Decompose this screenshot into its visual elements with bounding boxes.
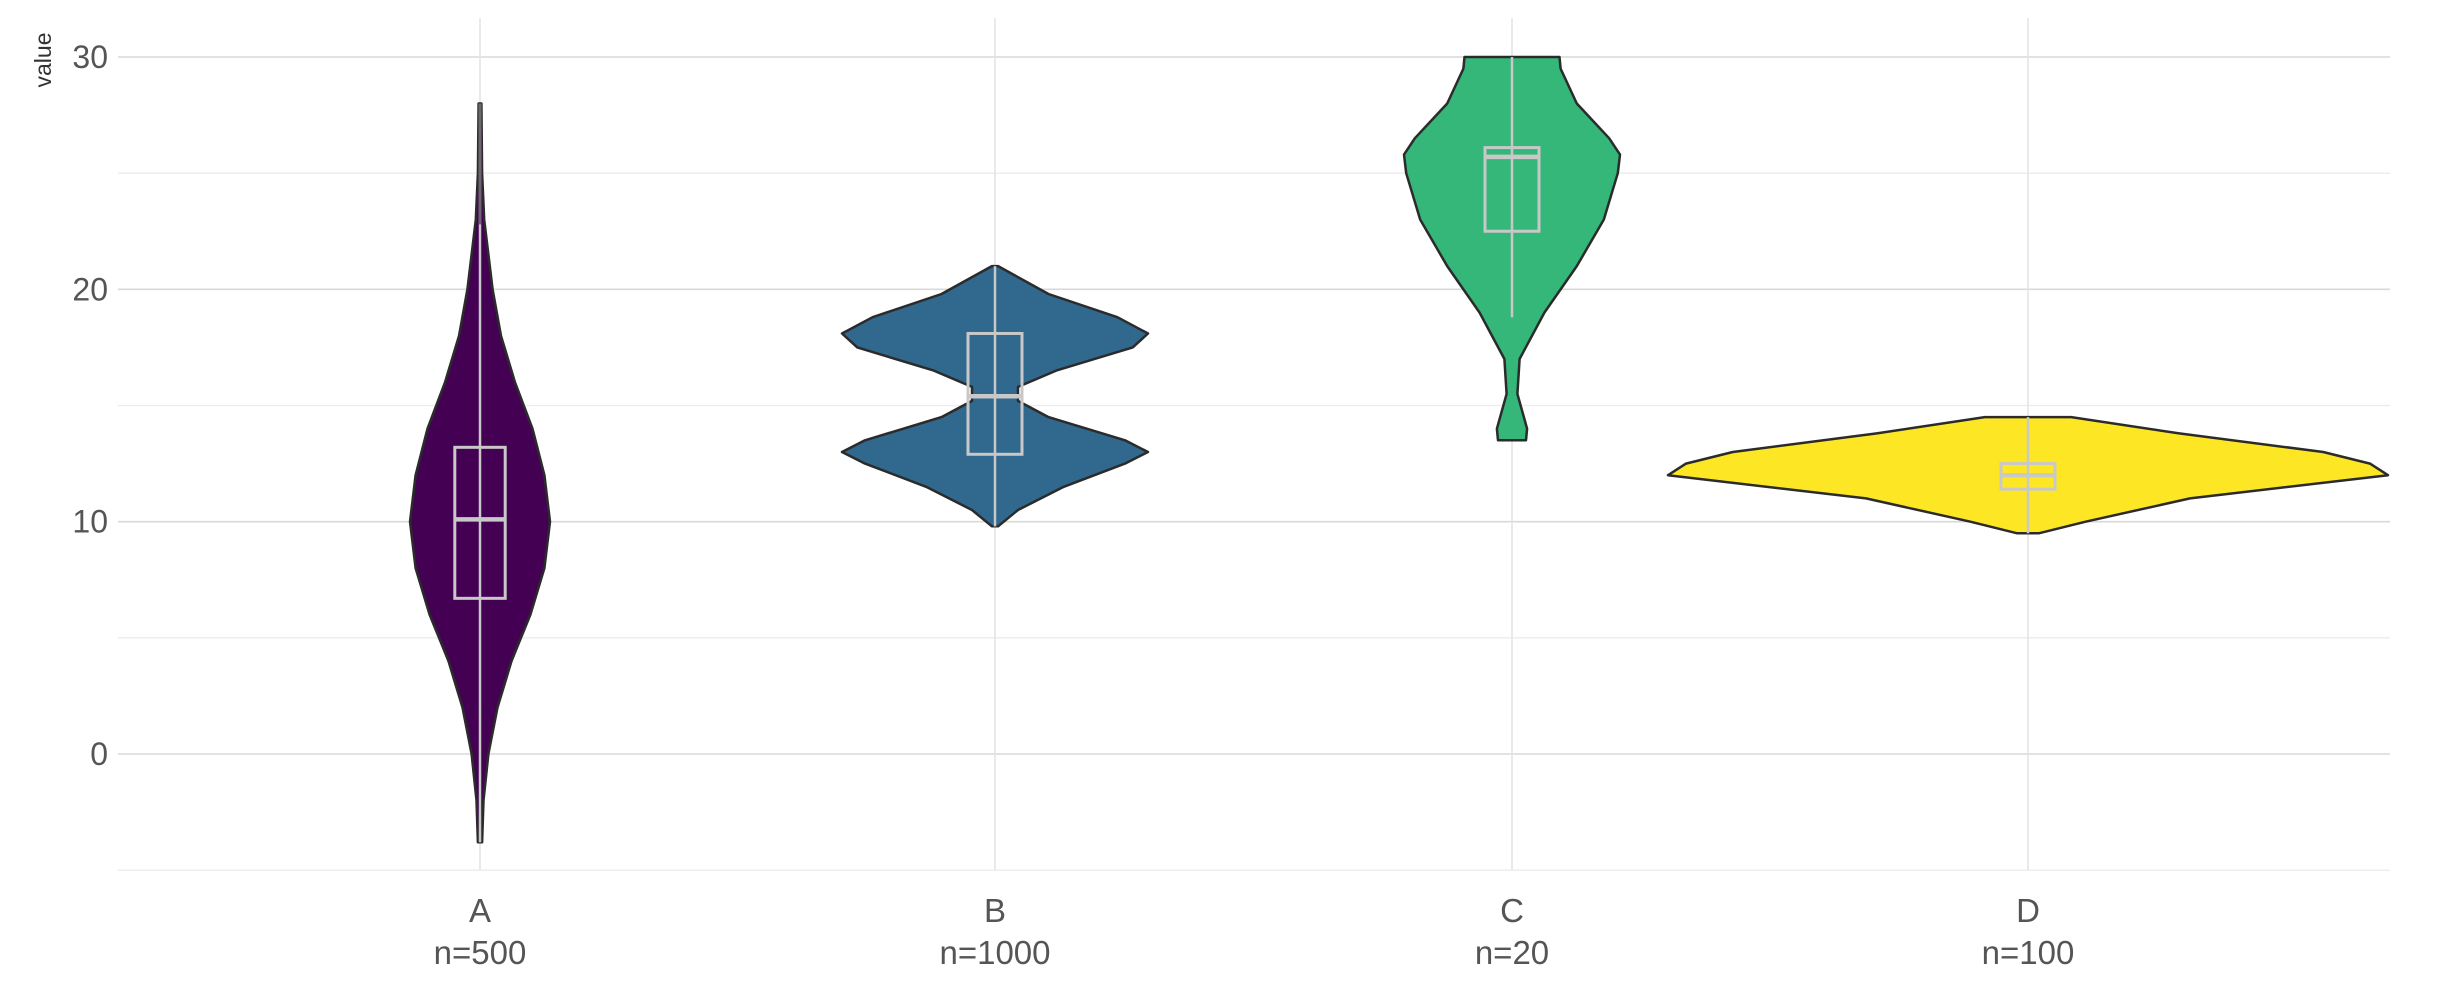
x-tick-label-a: A [469,892,491,929]
label-layer: 0 10 20 30 An=500 Bn=1000 Cn=20 Dn=100 [72,39,2074,971]
x-tick-label-b: B [984,892,1006,929]
y-tick-label: 0 [90,736,108,772]
n-label-a: n=500 [434,934,527,971]
y-tick-label: 20 [72,271,108,307]
y-tick-label: 10 [72,504,108,540]
n-label-d: n=100 [1982,934,2075,971]
n-label-b: n=1000 [939,934,1050,971]
box-b [966,331,1024,456]
box-a [453,445,507,600]
box-c [1483,146,1541,233]
x-tick-label-d: D [2016,892,2040,929]
n-label-c: n=20 [1475,934,1549,971]
y-tick-label: 30 [72,39,108,75]
violin-layer [408,55,2390,844]
y-axis-title: value [30,33,56,88]
x-tick-label-c: C [1500,892,1524,929]
